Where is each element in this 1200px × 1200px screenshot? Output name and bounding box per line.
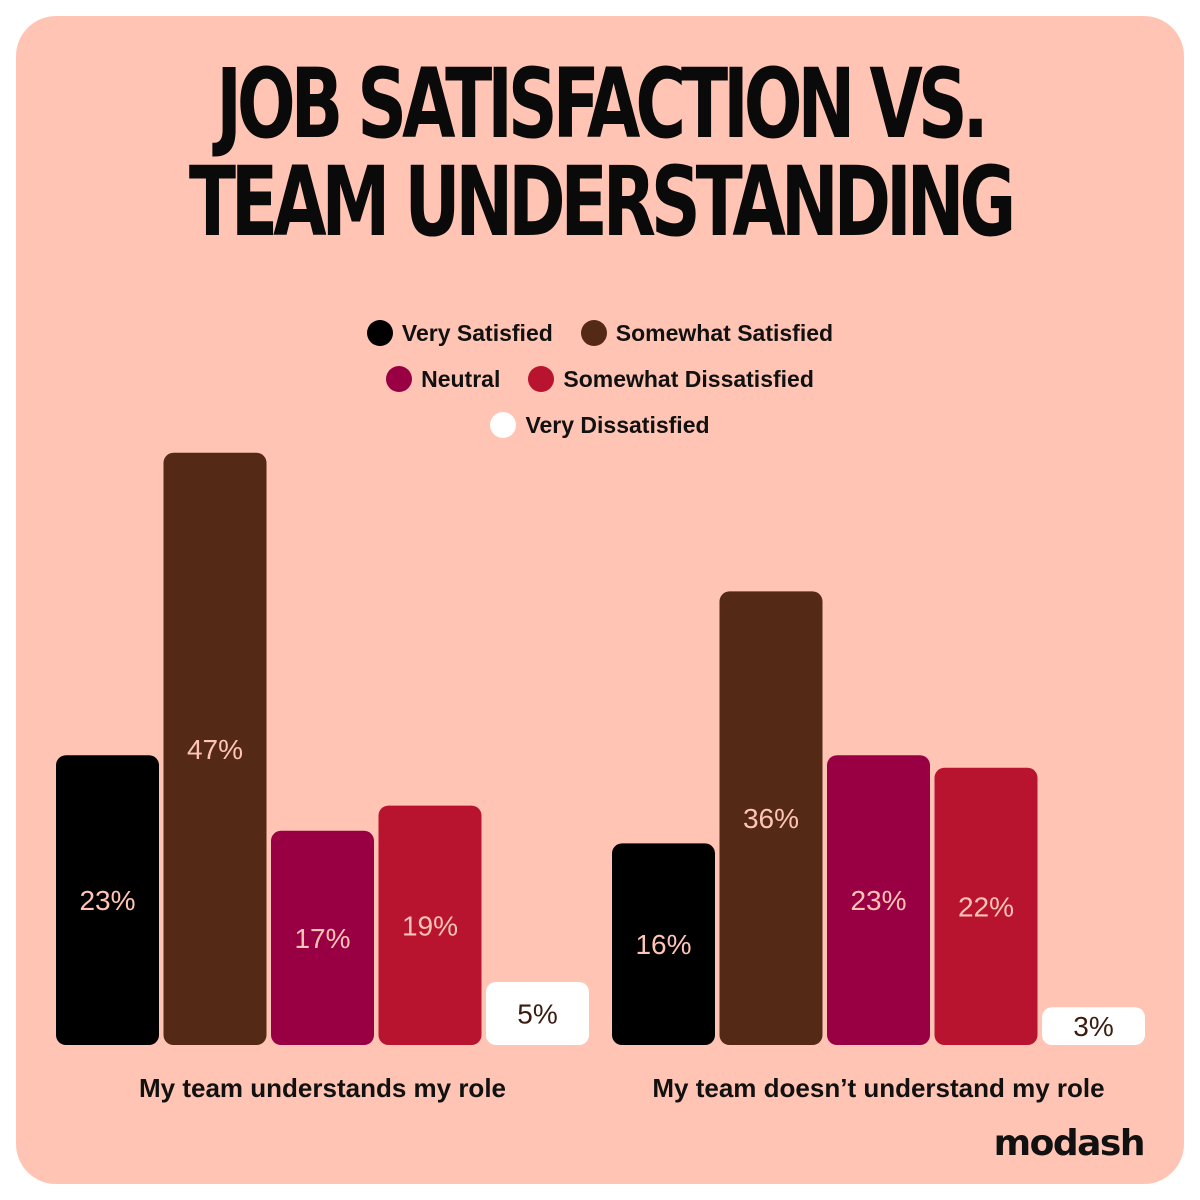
category-label: My team doesn’t understand my role: [652, 1073, 1104, 1103]
legend-row: Neutral Somewhat Dissatisfied: [0, 356, 1200, 402]
bar-somewhat-satisfied-group-2: [719, 591, 823, 1045]
chart-legend: Very Satisfied Somewhat Satisfied Neutra…: [0, 310, 1200, 448]
legend-item-very-dissatisfied: Very Dissatisfied: [490, 411, 710, 439]
legend-label: Very Satisfied: [401, 319, 553, 346]
bar-very-satisfied-group-2: [612, 843, 715, 1045]
bar-value-label: 23%: [850, 885, 906, 916]
legend-item-somewhat-satisfied: Somewhat Satisfied: [580, 319, 834, 347]
bar-very-satisfied-group-1: [56, 755, 159, 1045]
legend-item-somewhat-dissatisfied: Somewhat Dissatisfied: [528, 366, 814, 393]
bar-value-label: 5%: [517, 999, 557, 1030]
chart-title: JOB SATISFACTION VS. TEAM UNDERSTANDING: [168, 55, 1032, 251]
bar-value-label: 19%: [402, 910, 458, 941]
bar-neutral-group-1: [271, 830, 374, 1045]
bar-very-dissatisfied-group-1: [486, 982, 589, 1045]
legend-row: Very Dissatisfied: [0, 402, 1200, 448]
bar-neutral-group-2: [827, 755, 930, 1045]
legend-label: Very Dissatisfied: [525, 411, 710, 438]
legend-swatch-neutral: [386, 366, 413, 392]
bar-value-label: 23%: [79, 885, 135, 916]
bar-value-label: 36%: [743, 803, 799, 834]
bar-somewhat-satisfied-group-1: [163, 452, 267, 1045]
modash-logo: modash: [993, 1123, 1146, 1164]
chart-title-line-1: JOB SATISFACTION VS.: [216, 48, 989, 160]
chart-title-line-2: TEAM UNDERSTANDING: [188, 146, 1016, 258]
legend-label: Somewhat Dissatisfied: [563, 365, 814, 392]
category-label: My team understands my role: [139, 1073, 506, 1103]
legend-swatch-very-dissatisfied: [490, 412, 517, 438]
bar-value-label: 17%: [294, 923, 350, 954]
bar-value-label: 3%: [1073, 1011, 1113, 1042]
legend-label: Neutral: [421, 365, 501, 392]
legend-row: Very Satisfied Somewhat Satisfied: [0, 310, 1200, 356]
bar-value-label: 16%: [635, 929, 691, 960]
bar-somewhat-dissatisfied-group-2: [934, 767, 1038, 1045]
bar-value-label: 47%: [187, 734, 243, 765]
legend-swatch-somewhat-dissatisfied: [528, 366, 555, 392]
legend-swatch-very-satisfied: [366, 320, 393, 346]
legend-swatch-somewhat-satisfied: [580, 320, 607, 346]
bar-very-dissatisfied-group-2: [1042, 1007, 1145, 1045]
legend-item-neutral: Neutral: [386, 366, 500, 393]
bar-value-label: 22%: [958, 891, 1014, 922]
legend-label: Somewhat Satisfied: [615, 319, 834, 346]
legend-item-very-satisfied: Very Satisfied: [366, 319, 553, 347]
bar-somewhat-dissatisfied-group-1: [378, 805, 482, 1045]
